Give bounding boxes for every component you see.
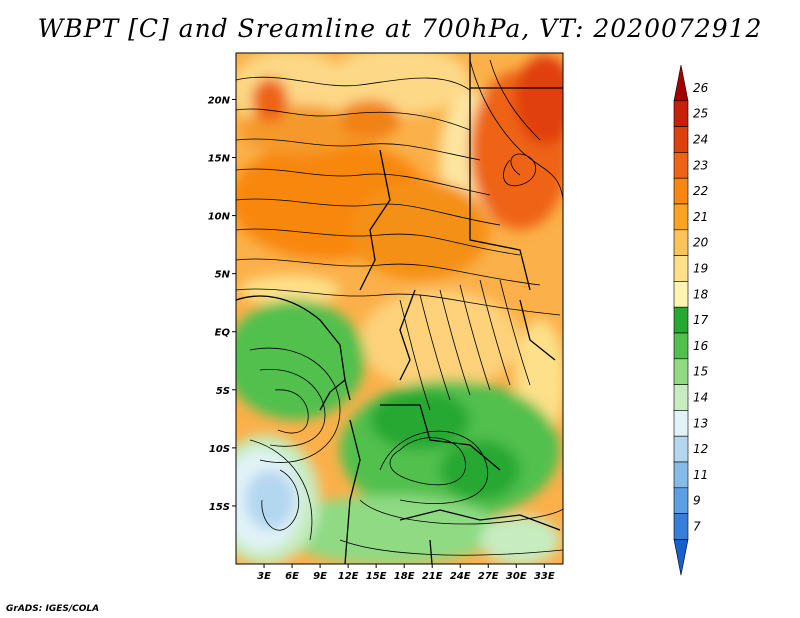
streamlines xyxy=(236,59,563,556)
lon-tick-label: 24E xyxy=(450,571,471,582)
lat-tick-label: 20N xyxy=(208,95,231,106)
colorbar-swatch xyxy=(673,513,689,540)
lat-tick-label: 5N xyxy=(215,270,231,281)
lon-tick-label: 15E xyxy=(366,571,387,582)
lon-tick-label: 18E xyxy=(394,571,415,582)
lon-tick-label: 3E xyxy=(257,571,271,582)
colorbar-swatch xyxy=(673,487,689,514)
colorbar-swatch xyxy=(673,332,689,360)
lon-tick-label: 12E xyxy=(338,571,359,582)
colorbar-label: 25 xyxy=(693,107,708,121)
colorbar-swatch xyxy=(673,461,689,489)
colorbar-label: 20 xyxy=(693,236,709,250)
colorbar-label: 18 xyxy=(693,287,709,301)
colorbar-swatch xyxy=(673,126,689,153)
colorbar-label: 17 xyxy=(693,313,709,327)
colorbar-swatch xyxy=(673,152,689,179)
colorbar-swatch xyxy=(673,435,689,463)
lat-tick-label: 15S xyxy=(209,502,230,513)
lat-tick-label: EQ xyxy=(215,328,231,339)
colorbar-label: 13 xyxy=(693,416,708,430)
colorbar-swatch xyxy=(673,384,689,411)
grads-credit: GrADS: IGES/COLA xyxy=(6,604,100,614)
country-borders xyxy=(236,53,563,564)
colorbar-label: 23 xyxy=(693,158,708,172)
colorbar-label: 22 xyxy=(693,184,708,198)
colorbar-swatch xyxy=(673,539,689,576)
lat-tick-label: 5S xyxy=(216,386,230,397)
colorbar-label: 11 xyxy=(693,468,708,482)
colorbar-swatch xyxy=(673,203,689,231)
lat-tick-label: 15N xyxy=(208,154,231,165)
colorbar-swatch xyxy=(673,229,689,256)
colorbar-label: 15 xyxy=(693,365,708,379)
colorbar-label: 7 xyxy=(693,520,701,534)
colorbar-swatch xyxy=(673,410,689,437)
lat-tick-label: 10N xyxy=(208,212,231,223)
colorbar-swatch xyxy=(673,255,689,282)
map-frame xyxy=(235,52,564,565)
lon-tick-label: 33E xyxy=(534,571,555,582)
colorbar-label: 19 xyxy=(693,262,708,276)
lon-tick-label: 9E xyxy=(313,571,327,582)
colorbar-label: 24 xyxy=(693,133,708,147)
colorbar-swatch xyxy=(673,64,689,102)
colorbar-label: 14 xyxy=(693,391,708,405)
lon-tick-label: 21E xyxy=(422,571,443,582)
colorbar-swatch xyxy=(673,177,689,205)
colorbar-label: 26 xyxy=(693,81,709,95)
wbpt-shading xyxy=(236,53,563,564)
colorbar-swatch xyxy=(673,100,689,127)
chart-title: WBPT [C] and Sreamline at 700hPa, VT: 20… xyxy=(37,14,763,43)
colorbar-label: 9 xyxy=(693,494,701,508)
colorbar-swatch xyxy=(673,358,689,385)
lon-tick-label: 27E xyxy=(478,571,499,582)
colorbar-swatch xyxy=(673,306,689,334)
lat-tick-label: 10S xyxy=(209,444,230,455)
lon-tick-label: 30E xyxy=(506,571,527,582)
colorbar-swatch xyxy=(673,281,689,308)
map-axes: 3E 6E 9E 12E 15E 18E 21E 24E 27E 30E 33E 20N 15N 10N 5… xyxy=(208,95,555,582)
colorbar-label: 16 xyxy=(693,339,709,353)
colorbar: 26 25 24 23 22 21 20 19 18 17 16 15 14 13 12 11 9 7 xyxy=(673,64,709,576)
colorbar-label: 21 xyxy=(693,210,708,224)
colorbar-label: 12 xyxy=(693,442,708,456)
lon-tick-label: 6E xyxy=(285,571,299,582)
